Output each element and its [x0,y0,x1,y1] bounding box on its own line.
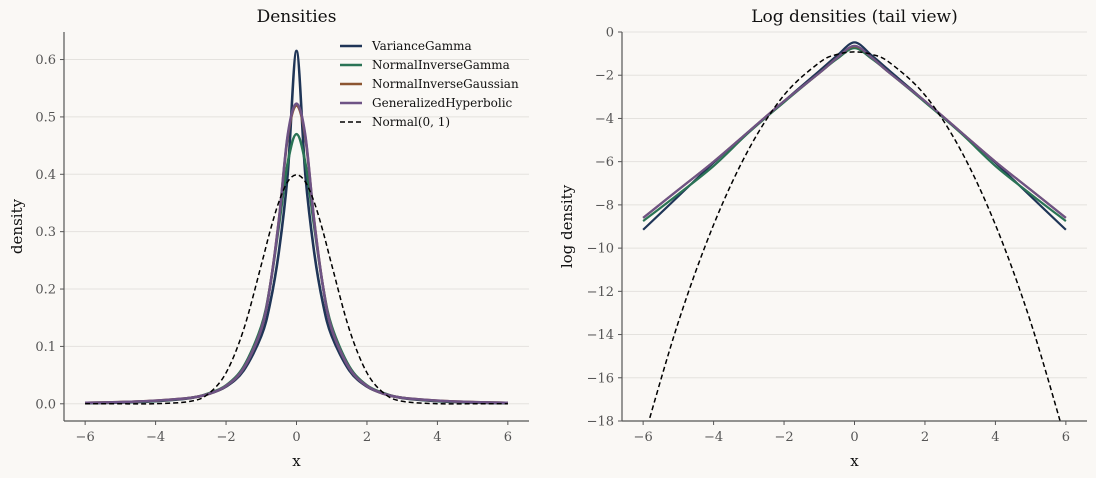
series-line-variancegamma [642,41,1067,231]
legend-label: Normal(0, 1) [372,115,450,129]
x-tick-label: 0 [850,430,858,445]
x-axis-label: x [292,452,301,470]
y-tick-label: −10 [587,242,614,257]
y-tick-label: −18 [587,415,614,430]
y-tick-label: −16 [587,371,614,386]
y-axis-label: log density [558,184,576,268]
y-tick-label: −6 [595,155,614,170]
legend-label: GeneralizedHyperbolic [372,96,513,110]
x-axis-label: x [850,452,859,470]
series-line-normal-0-1 [85,174,508,405]
x-tick-label: 4 [433,430,441,445]
x-tick-label: 0 [292,430,300,445]
y-tick-label: 0 [606,26,614,41]
x-tick-label: −4 [704,430,723,445]
series-group [85,49,508,405]
y-tick-label: 0.1 [35,340,56,355]
y-tick-label: −4 [595,112,614,127]
chart-2: −18 −16 −14 −12 −10 −8 −6 −4 −2 0 −6 −4 −2 0 2 4 6 Log de… [558,7,1087,470]
y-axis-label: density [8,198,26,254]
x-tick-label: −6 [76,430,95,445]
y-tick-label: −2 [595,69,614,84]
series-line-generalizedhyperbolic [85,102,508,405]
y-tick-label: −14 [587,328,614,343]
x-tick-label: 2 [363,430,371,445]
x-tick-label: −6 [634,430,653,445]
x-tick-label: −4 [146,430,165,445]
legend-label: NormalInverseGamma [372,58,510,72]
series-line-generalizedhyperbolic [642,44,1067,219]
x-tick-label: 4 [991,430,999,445]
y-tick-label: 0.6 [35,53,56,68]
y-tick-label: −8 [595,198,614,213]
x-tick-label: −2 [216,430,235,445]
y-tick-label: 0.4 [35,168,56,183]
y-tick-label: 0.3 [35,225,56,240]
legend-label: VarianceGamma [371,39,472,53]
legend-label: NormalInverseGaussian [372,77,519,91]
x-tick-label: 6 [504,430,512,445]
y-tick-label: 0.0 [35,397,56,412]
chart-title: Densities [257,7,337,27]
y-tick-label: −12 [587,285,614,300]
y-tick-label: 0.5 [35,110,56,125]
x-tick-label: 6 [1062,430,1070,445]
series-line-normalinversegaussian [642,45,1067,219]
chart-1: 0.0 0.1 0.2 0.3 0.4 0.5 0.6 −6 −4 −2 0 2 4 6 Densities… [8,7,529,470]
series-line-normalinversegaussian [85,104,508,405]
series-group [642,41,1067,421]
y-tick-label: 0.2 [35,283,56,298]
x-tick-label: −2 [774,430,793,445]
series-line-normal-0-1 [648,51,1061,421]
legend: VarianceGamma NormalInverseGamma NormalInv… [340,39,519,129]
chart-title: Log densities (tail view) [751,7,957,27]
series-line-normalinversegamma [642,47,1067,222]
x-tick-label: 2 [921,430,929,445]
